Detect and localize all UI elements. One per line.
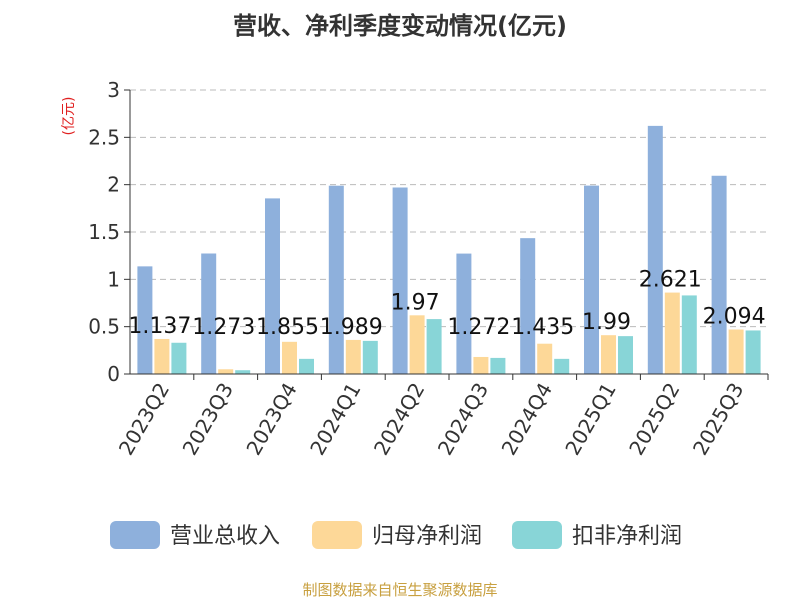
y-tick-label: 2 [107, 173, 120, 197]
x-tick-label: 2023Q2 [114, 379, 174, 460]
bar-3-2024Q1 [362, 340, 378, 374]
legend-swatch-1 [110, 521, 160, 549]
bar-2-2025Q1 [601, 335, 616, 374]
y-tick-label: 0 [107, 362, 120, 386]
data-label: 1.99 [582, 310, 631, 335]
bar-1-2024Q4 [520, 238, 536, 374]
y-tick-label: 1.5 [88, 220, 120, 244]
data-label: 1.855 [256, 315, 319, 340]
x-tick-label: 2024Q1 [305, 379, 365, 460]
x-tick-label: 2023Q4 [241, 379, 301, 460]
bar-2-2024Q1 [345, 339, 361, 374]
x-tick-label: 2025Q1 [560, 379, 620, 460]
bar-1-2024Q1 [328, 185, 344, 374]
x-tick-label: 2023Q3 [178, 379, 238, 460]
bar-3-2024Q4 [554, 358, 570, 374]
legend-label-1: 营业总收入 [170, 524, 280, 549]
x-tick-label: 2024Q2 [369, 379, 429, 460]
bar-2-2023Q2 [154, 338, 170, 374]
x-tick-label: 2025Q2 [624, 379, 684, 460]
bar-2-2025Q3 [728, 329, 744, 374]
bar-3-2025Q3 [745, 330, 761, 374]
bar-1-2025Q1 [584, 185, 599, 374]
bar-3-2025Q2 [681, 295, 697, 374]
y-tick-label: 1 [107, 267, 120, 291]
legend-swatch-3 [512, 521, 562, 549]
data-label: 1.273 [192, 315, 255, 340]
bar-2-2023Q4 [282, 341, 297, 374]
x-tick-label: 2025Q3 [688, 379, 748, 460]
bar-1-2025Q3 [711, 175, 727, 374]
x-tick-label: 2024Q4 [497, 379, 557, 460]
bar-3-2023Q2 [171, 342, 187, 374]
x-tick-label: 2024Q3 [433, 379, 493, 460]
y-tick-label: 0.5 [88, 315, 120, 339]
bars [137, 125, 761, 375]
legend-swatch-2 [312, 521, 362, 549]
bar-3-2025Q1 [618, 336, 633, 374]
bar-2-2023Q3 [218, 369, 234, 374]
legend-label-2: 归母净利润 [372, 524, 482, 549]
bar-3-2024Q2 [426, 319, 442, 374]
legend: 营业总收入 归母净利润 扣非净利润 [110, 521, 682, 549]
y-tick-label: 3 [107, 78, 120, 102]
data-label: 1.989 [320, 315, 383, 340]
bar-3-2024Q3 [490, 357, 506, 374]
legend-label-3: 扣非净利润 [572, 524, 682, 549]
y-tick-label: 2.5 [88, 125, 120, 149]
chart-title: 营收、净利季度变动情况(亿元) [233, 12, 567, 40]
data-label: 1.97 [391, 290, 440, 315]
bar-2-2024Q2 [409, 315, 425, 374]
bar-2-2025Q2 [664, 292, 680, 374]
bar-1-2023Q2 [137, 266, 153, 374]
data-label: 1.137 [128, 314, 191, 339]
data-label: 1.272 [447, 315, 510, 340]
data-labels: 1.137 1.273 1.855 1.989 1.97 1.272 1.435 1.99 2.… [128, 268, 765, 340]
data-label: 2.621 [639, 268, 702, 293]
data-label: 2.094 [703, 305, 766, 330]
bar-2-2024Q3 [473, 356, 489, 374]
bar-1-2023Q4 [265, 198, 280, 374]
bar-3-2023Q3 [235, 370, 251, 374]
bar-3-2023Q4 [299, 358, 314, 374]
bar-1-2023Q3 [201, 253, 217, 374]
bar-2-2024Q4 [537, 343, 553, 374]
bar-1-2024Q3 [456, 253, 472, 374]
source-text: 制图数据来自恒生聚源数据库 [302, 581, 497, 599]
bar-1-2024Q2 [392, 187, 408, 374]
data-label: 1.435 [511, 315, 574, 340]
bar-1-2025Q2 [647, 125, 663, 375]
y-unit-label: (亿元) [61, 97, 77, 136]
